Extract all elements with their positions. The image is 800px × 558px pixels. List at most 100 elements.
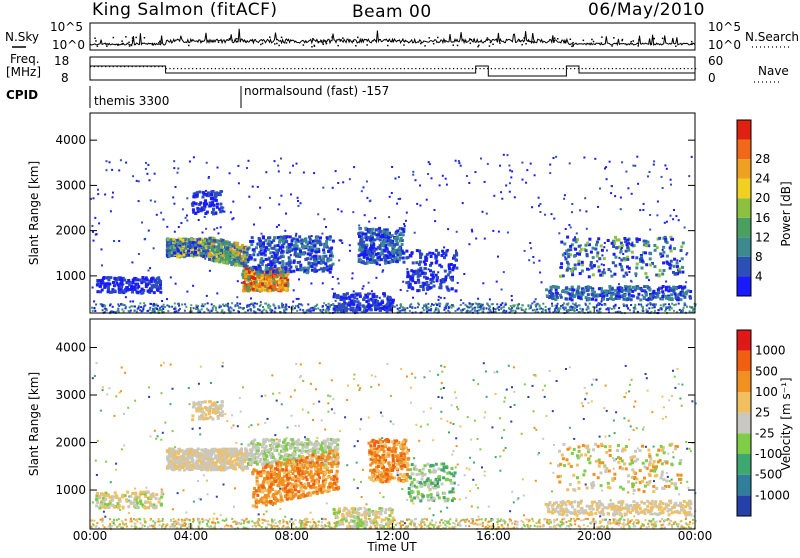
echo-cell <box>269 309 271 311</box>
echo-cell <box>658 274 661 277</box>
echo-cell <box>423 276 426 279</box>
echo-cell <box>571 211 573 213</box>
echo-cell <box>400 303 402 305</box>
echo-cell <box>308 310 310 312</box>
echo-cell <box>125 296 127 298</box>
freq-label: Freq. <box>10 52 40 66</box>
echo-cell <box>682 310 684 312</box>
echo-cell <box>604 242 606 244</box>
nave-dot <box>332 68 333 69</box>
echo-cell <box>453 255 456 258</box>
echo-cell <box>91 225 93 227</box>
echo-cell <box>189 161 191 163</box>
freq-tick-top: 18 <box>54 54 69 68</box>
echo-cell <box>423 411 425 413</box>
nsearch-dot <box>403 44 405 46</box>
echo-cell <box>115 463 117 465</box>
echo-cell <box>337 182 339 184</box>
echo-cell <box>426 199 428 201</box>
echo-cell <box>262 306 264 308</box>
echo-cell <box>277 165 279 167</box>
echo-cell <box>315 388 317 390</box>
power-panel-frame <box>90 113 695 313</box>
nave-dot <box>506 68 507 69</box>
nave-dot <box>464 68 465 69</box>
echo-cell <box>380 412 382 414</box>
echo-cell <box>563 198 565 200</box>
echo-cell <box>239 257 242 260</box>
echo-cell <box>514 196 516 198</box>
echo-cell <box>115 469 117 471</box>
echo-cell <box>611 242 614 245</box>
echo-cell <box>162 308 164 310</box>
echo-cell <box>258 513 260 515</box>
echo-cell <box>469 457 471 459</box>
echo-cell <box>232 201 234 203</box>
echo-cell <box>680 249 683 252</box>
echo-cell <box>199 201 202 204</box>
echo-cell <box>431 177 433 179</box>
echo-cell <box>587 293 590 296</box>
echo-cell <box>475 302 477 304</box>
echo-cell <box>487 303 489 305</box>
power-y-axis-label: Slant Range [km] <box>27 161 41 265</box>
echo-cell <box>611 308 613 310</box>
nsearch-dot <box>340 40 342 42</box>
echo-cell <box>178 242 181 245</box>
echo-cell <box>360 242 363 245</box>
echo-cell <box>156 288 159 291</box>
nave-dot <box>430 68 431 69</box>
echo-cell <box>118 291 121 294</box>
echo-cell <box>680 245 683 248</box>
echo-cell <box>455 258 458 261</box>
echo-cell <box>317 257 320 260</box>
echo-cell <box>538 197 540 199</box>
echo-cell <box>473 379 475 381</box>
echo-cell <box>362 261 365 264</box>
echo-cell <box>220 249 223 252</box>
echo-cell <box>159 307 161 309</box>
echo-cell <box>584 197 586 199</box>
echo-cell <box>594 295 597 298</box>
echo-cell <box>202 196 205 199</box>
nsearch-dot <box>121 40 123 42</box>
echo-cell <box>614 195 616 197</box>
echo-cell <box>552 410 554 412</box>
echo-cell <box>231 255 234 258</box>
echo-cell <box>532 256 534 258</box>
echo-cell <box>427 173 429 175</box>
echo-cell <box>453 264 456 267</box>
nave-tick-top: 60 <box>708 54 723 68</box>
echo-cell <box>589 303 591 305</box>
echo-cell <box>350 307 353 310</box>
nave-dot <box>408 68 409 69</box>
echo-cell <box>117 277 120 280</box>
echo-cell <box>289 235 292 238</box>
echo-cell <box>245 268 248 271</box>
echo-cell <box>368 228 371 231</box>
echo-cell <box>468 468 470 470</box>
nsearch-dot <box>478 45 480 47</box>
echo-cell <box>258 265 261 268</box>
echo-cell <box>610 499 612 501</box>
echo-cell <box>224 413 226 415</box>
echo-cell <box>125 162 127 164</box>
echo-cell <box>628 420 630 422</box>
echo-cell <box>156 214 158 216</box>
echo-cell <box>368 305 371 308</box>
echo-cell <box>659 253 662 256</box>
echo-cell <box>274 265 277 268</box>
echo-cell <box>601 290 604 293</box>
echo-cell <box>684 227 686 229</box>
echo-cell <box>173 242 176 245</box>
echo-cell <box>411 373 413 375</box>
echo-cell <box>299 253 302 256</box>
echo-cell <box>228 310 230 312</box>
echo-cell <box>600 244 603 247</box>
echo-cell <box>412 261 415 264</box>
nave-dot <box>608 68 609 69</box>
echo-cell <box>274 307 276 309</box>
echo-cell <box>440 388 442 390</box>
echo-cell <box>93 240 95 242</box>
echo-cell <box>447 273 450 276</box>
